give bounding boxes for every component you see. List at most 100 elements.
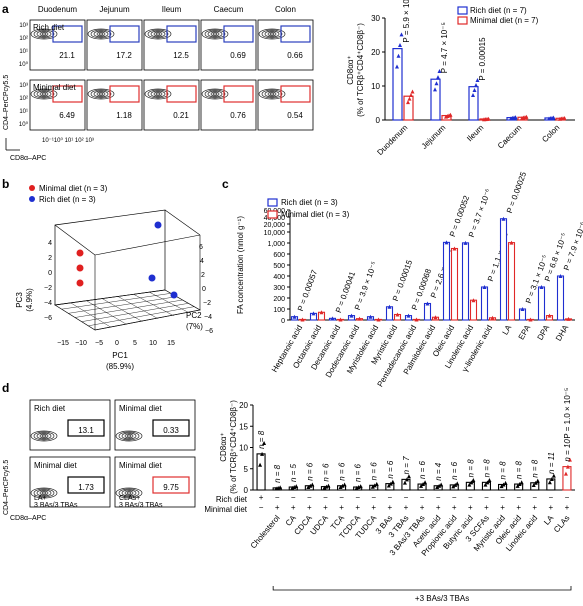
b-point-1 bbox=[76, 264, 84, 272]
b-legend-1: Rich diet (n = 3) bbox=[39, 195, 96, 204]
flow-value-1-1: 1.18 bbox=[116, 111, 132, 120]
b-legend-0: Minimal diet (n = 3) bbox=[39, 184, 108, 193]
d-rich-sign-6: − bbox=[355, 493, 360, 502]
flow-0-2-contour-1 bbox=[147, 29, 169, 39]
d-dot-16-0 bbox=[515, 483, 520, 488]
flow-value-0-1: 17.2 bbox=[116, 51, 132, 60]
flow-1-1-contour-4 bbox=[98, 92, 104, 96]
d-dot-15-2 bbox=[503, 480, 508, 485]
b-grid-a-1 bbox=[61, 293, 171, 310]
d-flow-0-contour-1 bbox=[33, 431, 55, 441]
d-ylabel-1: CD8αα⁺ bbox=[219, 432, 228, 461]
flow-gate-1-0 bbox=[52, 85, 83, 103]
flow-0-1-contour-1 bbox=[90, 29, 112, 39]
b-ztick-5: 4 bbox=[48, 240, 52, 247]
b-xtick-4: 5 bbox=[133, 340, 137, 347]
b-ztick-2: −2 bbox=[44, 285, 52, 292]
d-dot-10-0 bbox=[419, 483, 424, 488]
c-dot-1-3 bbox=[357, 316, 362, 321]
d-minimal-sign-2: + bbox=[291, 503, 296, 512]
d-n-8: n = 6 bbox=[386, 460, 395, 479]
c-dot-0-8 bbox=[444, 240, 449, 245]
a-dot-0-0-1 bbox=[396, 53, 401, 58]
d-dot-14-1 bbox=[485, 480, 490, 485]
d-rich-sign-18: − bbox=[549, 493, 554, 502]
flow-0-2-contour-2 bbox=[150, 30, 166, 38]
d-n-15: n = 8 bbox=[499, 461, 508, 480]
flow-0-4-contour-4 bbox=[269, 32, 275, 36]
d-dot-19-2 bbox=[567, 457, 572, 462]
d-flow-2-contour-2 bbox=[36, 489, 52, 497]
a-legend-0: Rich diet (n = 7) bbox=[470, 6, 527, 15]
a-dot-0-1-0 bbox=[433, 87, 437, 92]
d-flow-sub2-3: 3 BAs/3 TBAs bbox=[119, 502, 163, 509]
a-dot-1-3-3 bbox=[524, 114, 529, 119]
d-flow-panel-1 bbox=[114, 399, 196, 451]
b-point-0 bbox=[76, 249, 84, 257]
a-pvalue-2: P = 0.00015 bbox=[478, 37, 487, 81]
a-dot-0-1-3 bbox=[437, 69, 442, 74]
c-ytick-9: 20,000 bbox=[264, 222, 286, 229]
d-n-13: n = 8 bbox=[466, 459, 475, 478]
d-n-7: n = 6 bbox=[370, 462, 379, 481]
d-xtick-19: CLAs bbox=[552, 514, 571, 535]
d-dot-13-2 bbox=[471, 478, 476, 483]
flow-panel-1-0 bbox=[29, 79, 86, 131]
flow-1-0-contour-3 bbox=[39, 91, 49, 97]
flow-column-3: Caecum bbox=[214, 5, 244, 14]
d-flow-panel-0 bbox=[29, 399, 111, 451]
flow-ytick-1-3: 10³ bbox=[19, 83, 28, 89]
d-dot-0-2 bbox=[262, 441, 267, 446]
flow-value-0-3: 0.69 bbox=[230, 51, 246, 60]
c-dot-0-10 bbox=[482, 285, 487, 289]
d-pvalue: P = 1.0 × 10⁻⁵ bbox=[563, 388, 572, 439]
d-rich-sign-13: − bbox=[468, 493, 473, 502]
d-n-12: n = 6 bbox=[450, 461, 459, 480]
d-dot-17-1 bbox=[533, 480, 538, 485]
a-dot-1-0-2 bbox=[409, 93, 413, 98]
flow-0-2-contour-0 bbox=[144, 28, 172, 40]
c-ytick-1: 100 bbox=[273, 307, 285, 314]
flow-1-3-contour-4 bbox=[212, 92, 218, 96]
c-dot-0-4 bbox=[368, 314, 373, 319]
d-dot-14-0 bbox=[483, 482, 488, 487]
panel-label-d: d bbox=[2, 381, 9, 395]
a-ytick-2: 20 bbox=[371, 48, 380, 57]
c-dot-1-4 bbox=[376, 317, 381, 322]
d-minimal-sign-10: + bbox=[420, 503, 425, 512]
a-legend-swatch-0 bbox=[457, 6, 468, 15]
flow-column-4: Colon bbox=[275, 5, 296, 14]
c-bar-0-8 bbox=[442, 241, 451, 321]
panel-d-bar-chart: 0 5 10 15 20 CD8αα⁺ (% of TCRβ⁺CD4⁺CD8β⁻) n = 8… bbox=[204, 388, 575, 603]
a-xtick-0: Duodenum bbox=[375, 123, 409, 157]
d-bracket-label: +3 BAs/3 TBAs bbox=[415, 594, 469, 603]
a-xtick-2: Ileum bbox=[465, 123, 485, 143]
a-ylabel-2: (% of TCRβ⁺CD4⁺CD8β⁻) bbox=[356, 23, 365, 117]
d-dot-7-2 bbox=[374, 481, 379, 486]
c-dot-1-7 bbox=[433, 315, 438, 320]
d-minimal-sign-7: + bbox=[371, 503, 376, 512]
d-dot-8-1 bbox=[388, 481, 393, 486]
a-bar-0-1 bbox=[430, 78, 441, 121]
flow-1-1-contour-0 bbox=[87, 88, 115, 100]
c-bar-0-10 bbox=[480, 286, 489, 321]
d-rich-sign-17: − bbox=[532, 493, 537, 502]
c-xtick-13: DPA bbox=[536, 323, 552, 342]
c-dot-0-1 bbox=[311, 311, 316, 316]
c-dot-1-14 bbox=[566, 316, 571, 321]
a-dot-1-0-0 bbox=[406, 100, 410, 105]
flow-1-2-contour-1 bbox=[147, 89, 169, 99]
c-dot-0-12 bbox=[520, 307, 525, 311]
a-ytick-3: 30 bbox=[371, 14, 380, 23]
d-minimal-sign-8: + bbox=[388, 503, 393, 512]
c-legend-swatch-0 bbox=[267, 198, 278, 207]
flow-0-3-contour-2 bbox=[207, 30, 223, 38]
d-dot-9-1 bbox=[404, 477, 409, 482]
d-dot-18-1 bbox=[549, 476, 554, 481]
d-rich-sign-19: − bbox=[565, 493, 570, 502]
d-dot-5-1 bbox=[340, 483, 345, 488]
flow-panel-0-3 bbox=[200, 19, 257, 71]
flow-gate-1-2 bbox=[166, 85, 197, 103]
a-xtick-1: Jejunum bbox=[420, 123, 448, 151]
b-box-edge-4 bbox=[54, 224, 96, 256]
